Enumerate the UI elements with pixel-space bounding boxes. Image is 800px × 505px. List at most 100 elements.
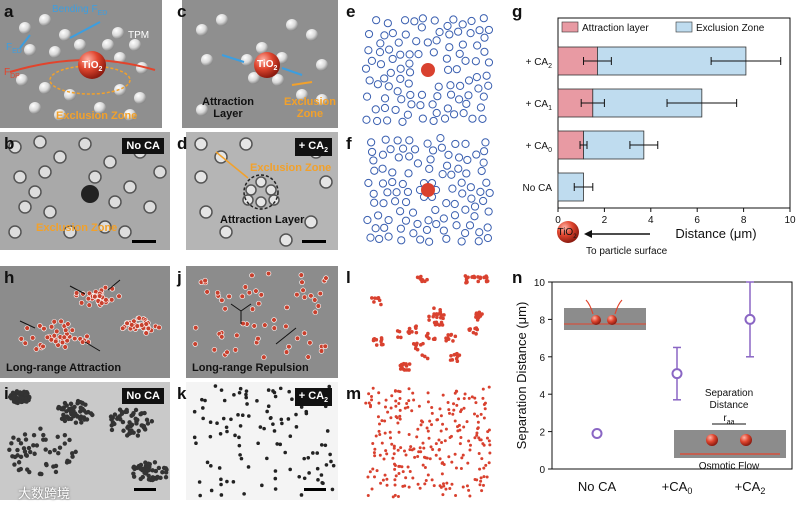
panel-l-simulation	[370, 274, 490, 372]
cluster-particle	[14, 397, 20, 403]
dispersed-particle	[219, 477, 223, 482]
cluster-particle	[44, 334, 51, 341]
cluster-particle	[163, 475, 169, 480]
cluster-particle	[419, 274, 423, 279]
cluster-particle	[31, 433, 37, 438]
panel-label-a: a	[4, 2, 14, 21]
dispersed-particle	[479, 479, 483, 483]
cluster-particle	[31, 443, 36, 448]
dispersed-particle	[481, 396, 485, 400]
cluster-particle	[29, 335, 36, 341]
cluster-particle	[435, 315, 439, 320]
dispersed-particle	[423, 465, 427, 469]
tio2-label-c: TiO2	[257, 59, 278, 72]
dispersed-particle	[404, 476, 408, 480]
inset-flow-arrow	[614, 299, 623, 315]
dispersed-particle	[256, 441, 260, 446]
legend-label-attraction: Attraction layer	[582, 23, 649, 34]
dispersed-particle	[392, 444, 396, 448]
dispersed-particle	[481, 387, 485, 391]
dispersed-particle	[312, 297, 318, 303]
dispersed-particle	[488, 443, 492, 447]
particle	[432, 219, 441, 229]
dispersed-particle	[202, 277, 208, 284]
inset-flow-arrow	[585, 299, 594, 315]
dispersed-particle	[284, 304, 290, 311]
particle	[416, 235, 425, 244]
x-category-label: +CA0	[662, 479, 693, 496]
dispersed-particle	[478, 438, 482, 442]
dispersed-particle	[487, 385, 491, 389]
dispersed-particle	[446, 401, 450, 405]
dispersed-particle	[463, 392, 467, 396]
particle	[457, 178, 466, 187]
particle	[425, 164, 434, 174]
surface-arrowhead	[584, 230, 592, 238]
cluster-particle	[120, 325, 126, 332]
tio2-particle	[421, 183, 435, 197]
dispersed-particle	[198, 493, 202, 498]
particle	[479, 14, 488, 23]
cluster-particle	[411, 342, 416, 346]
cluster-particle	[7, 447, 12, 452]
particle	[364, 178, 373, 188]
particle	[384, 215, 393, 225]
dispersed-particle	[370, 398, 374, 402]
dispersed-particle	[434, 453, 438, 457]
cluster-particle	[65, 321, 71, 327]
cluster-particle	[102, 284, 109, 291]
dispersed-particle	[273, 394, 278, 399]
particle	[440, 114, 450, 123]
cluster-particle	[431, 314, 436, 319]
scale-bar	[134, 488, 156, 491]
dispersed-particle	[430, 406, 434, 410]
dispersed-particle	[273, 487, 278, 491]
dispersed-particle	[201, 406, 205, 410]
particle	[364, 29, 374, 39]
cluster-particle	[48, 324, 55, 330]
cluster-particle	[12, 454, 18, 460]
dispersed-particle	[377, 429, 381, 433]
cluster-particle	[374, 343, 379, 347]
dispersed-particle	[477, 452, 481, 456]
dispersed-particle	[203, 398, 207, 403]
particle	[396, 64, 405, 73]
category-label: No CA	[523, 183, 553, 194]
particle	[398, 144, 408, 153]
dispersed-particle	[256, 300, 262, 307]
particle	[476, 187, 485, 196]
cluster-particle	[438, 307, 442, 312]
dispersed-particle	[286, 417, 291, 421]
inset-particle	[607, 315, 617, 325]
cluster-particle	[79, 339, 86, 345]
cluster-particle	[109, 417, 114, 422]
cluster-particle	[16, 460, 22, 465]
x-category-label: +CA2	[735, 479, 766, 496]
particle	[456, 81, 465, 90]
dispersed-particle	[225, 429, 229, 434]
cluster-particle	[34, 443, 40, 448]
dispersed-particle	[467, 439, 471, 443]
particle	[385, 45, 394, 54]
particle	[384, 82, 393, 91]
dispersed-particle	[415, 435, 419, 439]
attraction-layer-label-d: Attraction Layer	[220, 214, 305, 226]
cluster-particle	[467, 328, 472, 332]
category-label: + CA1	[526, 99, 553, 112]
particle	[370, 198, 379, 207]
data-point	[591, 427, 603, 439]
particle	[388, 54, 397, 64]
particle	[461, 56, 470, 65]
dispersed-particle	[418, 446, 422, 450]
cluster-particle	[55, 434, 60, 439]
dispersed-particle	[288, 467, 292, 472]
long-range-attraction-caption: Long-range Attraction	[6, 362, 122, 374]
particle	[432, 36, 441, 45]
dispersed-particle	[311, 451, 315, 455]
cluster-particle	[449, 353, 453, 358]
cluster-particle	[413, 346, 418, 351]
scale-bar	[304, 488, 326, 491]
cluster-particle	[407, 362, 412, 366]
particle	[454, 164, 463, 173]
dispersed-particle	[394, 474, 398, 478]
